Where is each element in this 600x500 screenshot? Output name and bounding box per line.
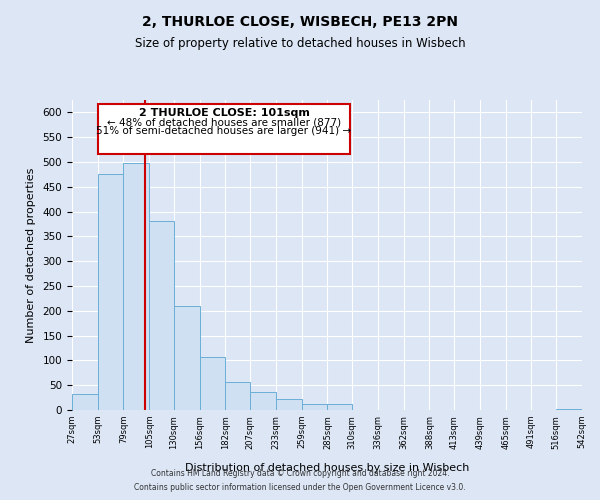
Text: 2, THURLOE CLOSE, WISBECH, PE13 2PN: 2, THURLOE CLOSE, WISBECH, PE13 2PN (142, 15, 458, 29)
Bar (250, 392, 276, 410)
Text: Contains public sector information licensed under the Open Government Licence v3: Contains public sector information licen… (134, 484, 466, 492)
Bar (124, 164, 149, 410)
Y-axis label: Number of detached properties: Number of detached properties (26, 168, 35, 342)
Text: ← 48% of detached houses are smaller (877): ← 48% of detached houses are smaller (87… (107, 118, 341, 128)
Text: Contains HM Land Registry data © Crown copyright and database right 2024.: Contains HM Land Registry data © Crown c… (151, 468, 449, 477)
Bar (276, 399, 302, 410)
Text: 51% of semi-detached houses are larger (941) →: 51% of semi-detached houses are larger (… (97, 126, 352, 136)
Bar (328, 404, 352, 410)
Bar (226, 382, 250, 410)
Bar (149, 220, 174, 410)
X-axis label: Distribution of detached houses by size in Wisbech: Distribution of detached houses by size … (185, 463, 469, 473)
FancyBboxPatch shape (98, 104, 350, 154)
Bar (72, 394, 98, 410)
Text: Size of property relative to detached houses in Wisbech: Size of property relative to detached ho… (134, 38, 466, 51)
Text: 2 THURLOE CLOSE: 101sqm: 2 THURLOE CLOSE: 101sqm (139, 108, 310, 118)
Bar (556, 409, 582, 410)
Bar (200, 358, 226, 410)
Bar (98, 174, 124, 410)
Bar (302, 404, 328, 410)
Bar (174, 306, 200, 410)
